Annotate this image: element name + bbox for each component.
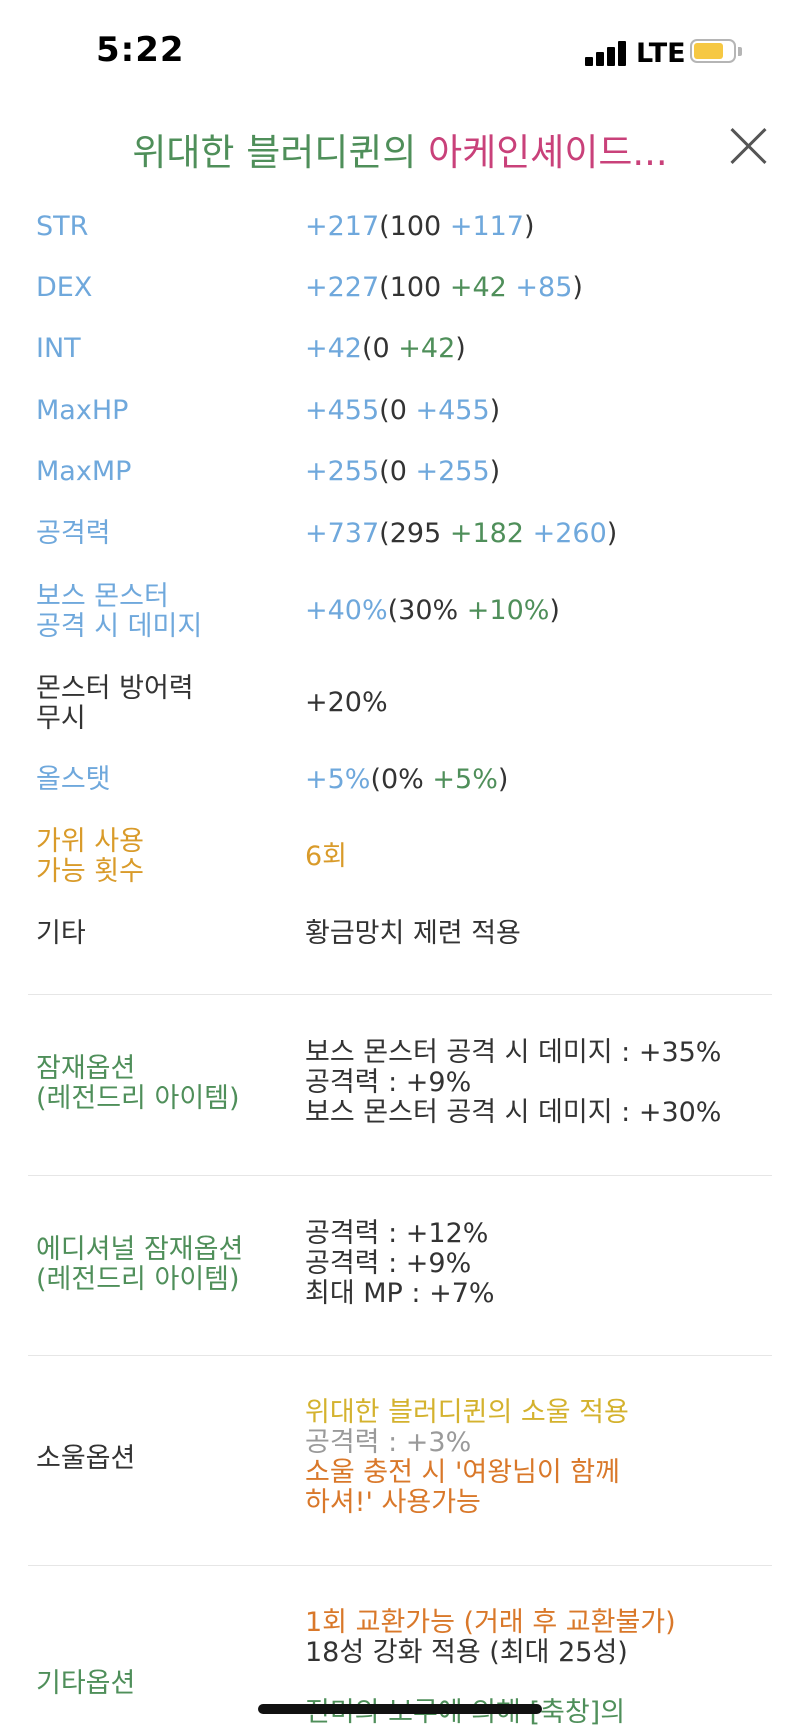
stat-label: 가위 사용 가능 횟수 [36, 826, 144, 887]
stat-value: +5%(0% +5%) [305, 764, 509, 795]
stat-value: +737(295 +182 +260) [305, 518, 618, 549]
divider [28, 1175, 772, 1176]
stat-label: MaxMP [36, 456, 132, 487]
divider [28, 994, 772, 995]
item-header: 위대한 블러디퀸의 아케인셰이드... [0, 110, 800, 180]
option-lines: 보스 몬스터 공격 시 데미지 : +35% 공격력 : +9% 보스 몬스터 공격… [305, 1037, 722, 1128]
stat-value: +217(100 +117) [305, 211, 535, 242]
item-title: 위대한 블러디퀸의 아케인셰이드... [0, 122, 800, 176]
stat-value: +455(0 +455) [305, 395, 501, 426]
option-label: 잠재옵션 (레전드리 아이템) [36, 1053, 240, 1114]
option-label: 소울옵션 [36, 1443, 136, 1474]
option-lines: 공격력 : +12% 공격력 : +9% 최대 MP : +7% [305, 1218, 495, 1309]
stat-label: MaxHP [36, 395, 129, 426]
stat-value: +20% [305, 687, 388, 718]
stat-value: +255(0 +255) [305, 456, 501, 487]
stat-label: 기타 [36, 918, 86, 949]
close-icon[interactable] [728, 126, 768, 166]
item-title-name: 아케인셰이드... [428, 131, 668, 174]
stat-label: 보스 몬스터 공격 시 데미지 [36, 581, 203, 642]
stat-value: +40%(30% +10%) [305, 595, 560, 626]
stat-value: +42(0 +42) [305, 333, 466, 364]
stat-label: 몬스터 방어력 무시 [36, 673, 194, 734]
stat-value: 6회 [305, 841, 348, 872]
stat-label: 올스탯 [36, 764, 111, 795]
network-label: LTE [636, 38, 686, 69]
stat-label: STR [36, 211, 89, 242]
option-label: 에디셔널 잠재옵션 (레전드리 아이템) [36, 1234, 244, 1295]
divider [28, 1355, 772, 1356]
stat-value: +227(100 +42 +85) [305, 272, 583, 303]
stat-value: 황금망치 제련 적용 [305, 918, 521, 949]
item-title-prefix: 위대한 블러디퀸의 [132, 131, 429, 174]
status-bar: 5:22 LTE [0, 0, 800, 100]
option-lines: 위대한 블러디퀸의 소울 적용 공격력 : +3% 소울 충전 시 '여왕님이 … [305, 1397, 629, 1518]
stat-label: INT [36, 333, 81, 364]
home-indicator[interactable] [258, 1704, 542, 1714]
clock: 5:22 [96, 30, 185, 70]
divider [28, 1565, 772, 1566]
stat-label: DEX [36, 272, 93, 303]
stat-label: 공격력 [36, 518, 111, 549]
signal-icon [585, 40, 629, 66]
option-label: 기타옵션 [36, 1668, 136, 1699]
battery-icon [690, 39, 742, 65]
